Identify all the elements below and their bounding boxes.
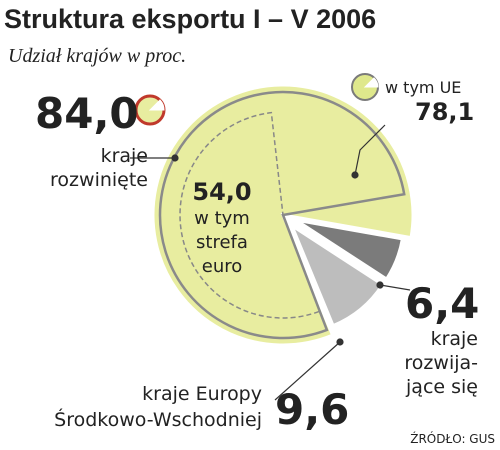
subset-outline bbox=[158, 90, 406, 340]
value-label: 9,6 bbox=[275, 385, 349, 434]
category-label: kraje rozwinięte bbox=[50, 145, 148, 191]
icon-eu bbox=[351, 73, 379, 101]
category-label: kraje Europy Środkowo-Wschodniej bbox=[54, 383, 262, 431]
value-label: 6,4 bbox=[405, 279, 479, 328]
subset-label: w tym strefa euro bbox=[194, 208, 250, 277]
pie-slice bbox=[295, 218, 405, 282]
leader-lines bbox=[130, 124, 411, 401]
chart-subtitle: Udział krajów w proc. bbox=[8, 45, 186, 67]
icon-developed bbox=[134, 94, 166, 126]
value-label: 84,0 bbox=[35, 89, 139, 138]
pie bbox=[151, 83, 415, 347]
subset-value-label: 78,1 bbox=[415, 98, 474, 126]
subset-label: w tym UE bbox=[385, 78, 461, 97]
source: ŹRÓDŁO: GUS bbox=[410, 431, 495, 446]
subset-value-label: 54,0 bbox=[192, 178, 251, 206]
category-label: kraje rozwija-jące się bbox=[404, 328, 478, 398]
chart-title: Struktura eksportu I – V 2006 bbox=[4, 4, 376, 34]
